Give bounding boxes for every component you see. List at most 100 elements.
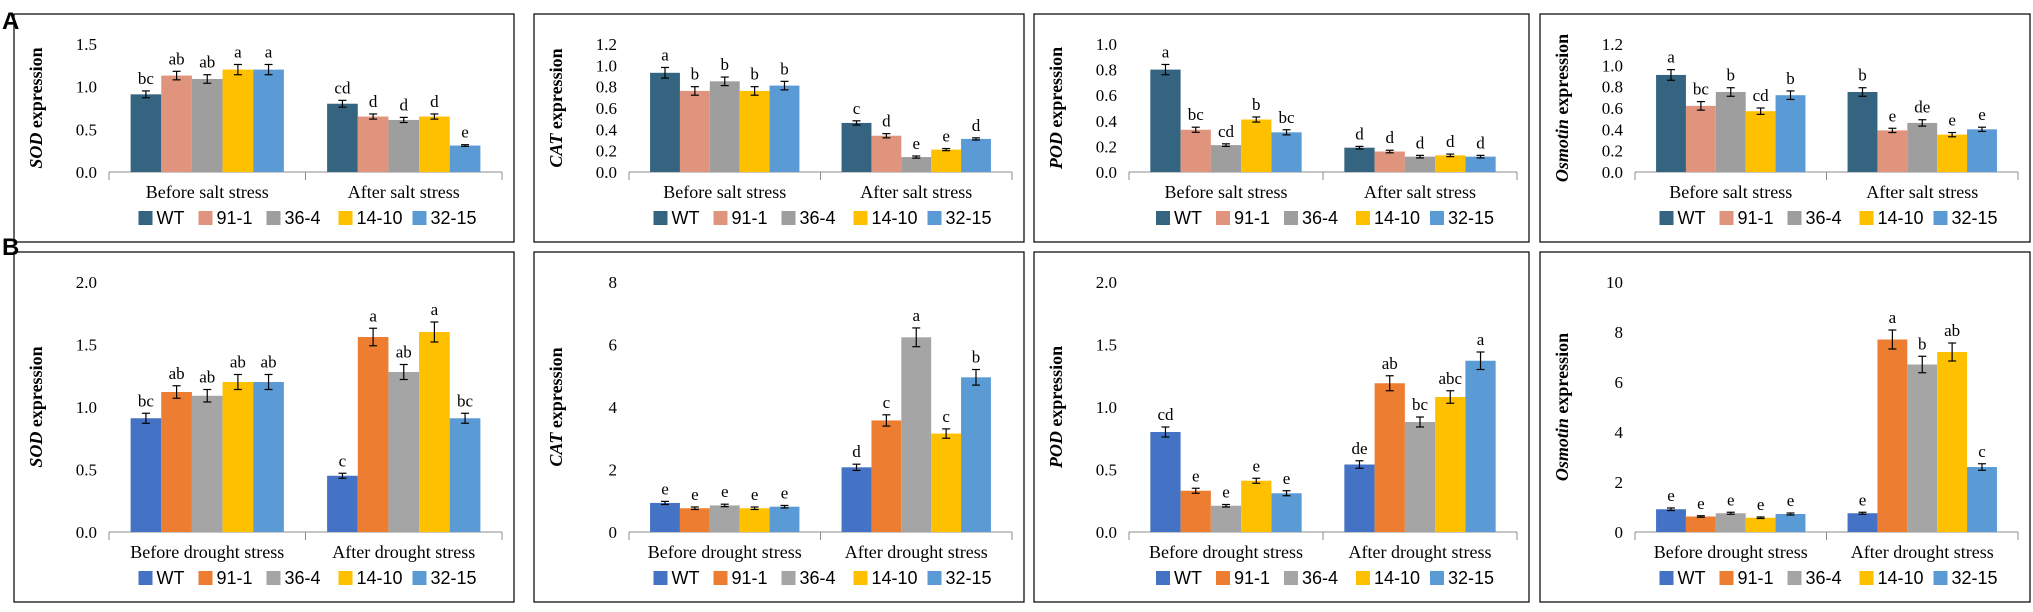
legend-label: WT	[1174, 568, 1202, 588]
y-tick-label: 0.2	[1602, 142, 1623, 161]
y-tick-label: 0.4	[1096, 112, 1118, 131]
bar	[1271, 493, 1302, 532]
legend-label: 14-10	[1374, 208, 1420, 228]
bar	[769, 85, 800, 172]
significance-letter: d	[972, 116, 981, 135]
y-tick-label: 0.6	[1602, 99, 1623, 118]
legend-label: 32-15	[1952, 208, 1998, 228]
legend-label: WT	[672, 568, 700, 588]
y-tick-label: 0.8	[1602, 78, 1623, 97]
legend-label: 91-1	[1234, 568, 1270, 588]
bar	[253, 69, 284, 172]
significance-letter: b	[750, 65, 759, 84]
significance-letter: e	[461, 123, 469, 142]
y-axis-label: Osmotin expression	[1552, 34, 1572, 182]
bar	[327, 475, 358, 532]
significance-letter: e	[1889, 106, 1897, 125]
bar	[1150, 432, 1181, 532]
bar	[871, 135, 902, 172]
legend-label: WT	[1174, 208, 1202, 228]
significance-letter: e	[1192, 466, 1200, 485]
x-category-label: After salt stress	[1866, 182, 1978, 202]
legend-swatch	[1659, 211, 1674, 225]
legend-swatch	[412, 571, 427, 585]
significance-letter: a	[234, 42, 242, 61]
bar	[1656, 509, 1686, 532]
bar	[1435, 155, 1466, 172]
y-tick-label: 2.0	[76, 273, 97, 292]
significance-letter: ab	[261, 353, 277, 372]
significance-letter: cd	[1157, 405, 1174, 424]
significance-letter: ab	[1944, 321, 1960, 340]
significance-letter: e	[1697, 494, 1705, 513]
legend-swatch	[138, 211, 153, 225]
legend-swatch	[781, 211, 796, 225]
bar	[1937, 134, 1968, 172]
bar	[388, 372, 420, 532]
legend-swatch	[1719, 211, 1734, 225]
chart-frame	[1033, 251, 1530, 603]
legend-swatch	[853, 571, 868, 585]
y-tick-label: 0.5	[1096, 461, 1117, 480]
bar	[130, 418, 162, 532]
y-tick-label: 8	[1615, 323, 1624, 342]
legend-label: 32-15	[946, 568, 992, 588]
bar	[1465, 360, 1496, 532]
legend-label: WT	[157, 208, 185, 228]
legend-swatch	[1430, 571, 1444, 585]
legend-swatch	[198, 571, 213, 585]
y-tick-label: 0.0	[1602, 163, 1623, 182]
bar	[1404, 422, 1436, 532]
significance-letter: b	[721, 55, 730, 74]
legend-label: 14-10	[1878, 208, 1924, 228]
significance-letter: e	[1283, 469, 1291, 488]
y-tick-label: 1.2	[1602, 35, 1623, 54]
bar	[1435, 397, 1466, 532]
significance-letter: ab	[199, 368, 215, 387]
bar	[419, 332, 450, 532]
significance-letter: c	[853, 99, 861, 118]
significance-letter: bc	[1188, 105, 1205, 124]
panel-label-a: A	[2, 8, 20, 35]
bar	[1685, 105, 1716, 172]
y-tick-label: 0	[1615, 523, 1624, 542]
bar	[1344, 147, 1375, 172]
significance-letter: a	[1477, 330, 1485, 349]
significance-letter: bc	[1279, 108, 1296, 127]
y-tick-label: 0.6	[596, 99, 617, 118]
bar	[1465, 156, 1496, 172]
significance-letter: cd	[1753, 86, 1770, 105]
significance-letter: b	[780, 59, 789, 78]
bar	[1210, 145, 1242, 172]
y-axis-label: CAT expression	[546, 48, 566, 167]
legend-label: 36-4	[800, 568, 836, 588]
significance-letter: d	[852, 442, 861, 461]
bar	[1907, 364, 1938, 532]
y-tick-label: 2	[1615, 473, 1624, 492]
x-category-label: After salt stress	[1364, 182, 1476, 202]
legend-label: 36-4	[1302, 208, 1338, 228]
bar	[419, 116, 450, 172]
significance-letter: a	[661, 45, 669, 64]
bar	[1180, 129, 1211, 172]
legend-swatch	[266, 571, 281, 585]
y-tick-label: 4	[1615, 423, 1624, 442]
y-tick-label: 0	[609, 523, 618, 542]
significance-letter: e	[1252, 456, 1260, 475]
bar	[357, 116, 389, 172]
legend-swatch	[713, 211, 728, 225]
bar	[1967, 129, 1997, 172]
bar	[1656, 74, 1686, 172]
bar	[709, 81, 740, 172]
significance-letter: e	[691, 485, 699, 504]
chart-frame	[1539, 251, 2031, 603]
y-tick-label: 0.5	[76, 461, 97, 480]
legend-swatch	[1659, 571, 1674, 585]
x-category-label: Before salt stress	[1165, 182, 1288, 202]
legend-label: 32-15	[431, 208, 477, 228]
legend-label: WT	[672, 208, 700, 228]
bar	[449, 418, 481, 532]
legend-swatch	[266, 211, 281, 225]
significance-letter: e	[1667, 486, 1675, 505]
